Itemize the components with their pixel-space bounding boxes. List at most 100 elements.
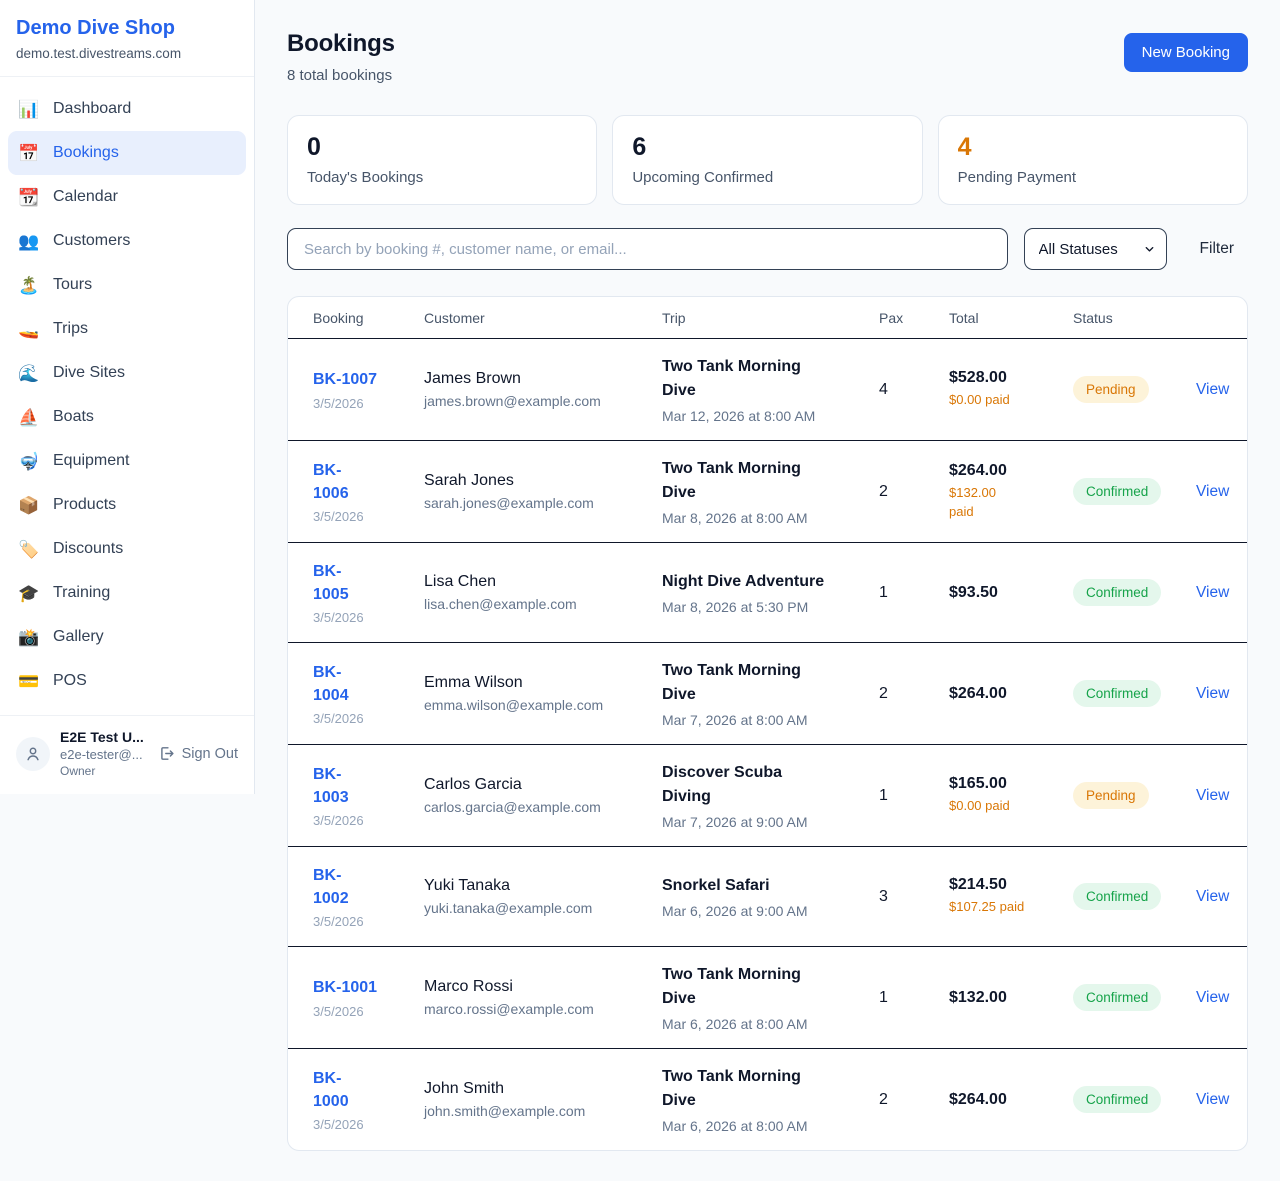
view-link[interactable]: View [1196, 1090, 1230, 1108]
equipment-icon: 🤿 [18, 451, 40, 471]
col-header-pax: Pax [879, 309, 904, 326]
booking-id-link[interactable]: BK- 1004 [313, 663, 349, 704]
trips-icon: 🚤 [18, 319, 40, 339]
calendar-icon: 📆 [18, 187, 40, 207]
sidebar-item-label: Boats [53, 408, 94, 425]
sidebar-item-label: Gallery [53, 628, 104, 645]
customers-icon: 👥 [18, 231, 40, 251]
view-link[interactable]: View [1196, 482, 1230, 500]
customer-name: James Brown [424, 370, 521, 387]
stats-cards: 0 Today's Bookings 6 Upcoming Confirmed … [287, 115, 1248, 205]
pax-count: 2 [879, 684, 888, 702]
user-info: E2E Test U... e2e-tester@... Owner [60, 729, 148, 778]
status-select[interactable]: All Statuses [1023, 228, 1167, 270]
stat-value: 4 [957, 133, 972, 161]
col-header-customer: Customer [424, 309, 485, 326]
page-subtitle: 8 total bookings [287, 67, 393, 84]
booking-id-link[interactable]: BK-1007 [313, 371, 378, 389]
status-select-wrap: All Statuses [1023, 228, 1167, 270]
customer-email: sarah.jones@example.com [424, 495, 594, 511]
trip-datetime: Mar 8, 2026 at 8:00 AM [662, 510, 808, 526]
stat-card: 4 Pending Payment [937, 115, 1248, 205]
filter-button[interactable]: Filter [1199, 240, 1234, 257]
trip-datetime: Mar 8, 2026 at 5:30 PM [662, 599, 809, 615]
col-header-booking: Booking [313, 309, 364, 326]
dashboard-icon: 📊 [18, 99, 40, 119]
pax-count: 2 [879, 1090, 888, 1108]
table-row: BK- 1003 3/5/2026 Carlos Garcia carlos.g… [288, 744, 1247, 846]
booking-date: 3/5/2026 [313, 395, 364, 411]
booking-id-link[interactable]: BK- 1006 [313, 461, 349, 502]
booking-id-link[interactable]: BK- 1000 [313, 1069, 349, 1110]
avatar [16, 736, 50, 771]
paid-amount: $0.00 paid [949, 392, 1010, 408]
view-link[interactable]: View [1196, 988, 1230, 1006]
sidebar-item-calendar[interactable]: 📆 Calendar [8, 175, 246, 219]
trip-name: Snorkel Safari [662, 877, 770, 894]
trip-name: Two Tank Morning Dive [662, 358, 801, 399]
table-row: BK-1007 3/5/2026 James Brown james.brown… [288, 339, 1247, 440]
booking-id-link[interactable]: BK- 1003 [313, 765, 349, 806]
sidebar-item-bookings[interactable]: 📅 Bookings [8, 131, 246, 175]
search-input[interactable] [287, 228, 1008, 270]
trip-name: Two Tank Morning Dive [662, 966, 801, 1007]
new-booking-button[interactable]: New Booking [1123, 33, 1248, 72]
sidebar-item-label: Discounts [53, 540, 124, 557]
sidebar-item-trips[interactable]: 🚤 Trips [8, 307, 246, 351]
booking-id-link[interactable]: BK- 1002 [313, 866, 349, 907]
total-amount: $264.00 [949, 684, 1007, 702]
customer-name: Emma Wilson [424, 674, 523, 691]
total-amount: $165.00 [949, 775, 1007, 793]
customer-email: lisa.chen@example.com [424, 596, 577, 612]
sidebar-item-products[interactable]: 📦 Products [8, 483, 246, 527]
trip-name: Two Tank Morning Dive [662, 460, 801, 501]
customer-email: john.smith@example.com [424, 1103, 586, 1119]
customer-name: Marco Rossi [424, 978, 513, 995]
pax-count: 4 [879, 380, 888, 398]
trip-name: Two Tank Morning Dive [662, 662, 801, 703]
sidebar-item-customers[interactable]: 👥 Customers [8, 219, 246, 263]
booking-date: 3/5/2026 [313, 813, 364, 829]
view-link[interactable]: View [1196, 887, 1230, 905]
bookings-table: Booking Customer Trip Pax Total Status B… [287, 296, 1248, 1151]
sidebar-item-tours[interactable]: 🏝️ Tours [8, 263, 246, 307]
total-amount: $132.00 [949, 988, 1007, 1006]
trip-datetime: Mar 7, 2026 at 9:00 AM [662, 814, 808, 830]
table-header-row: Booking Customer Trip Pax Total Status [288, 297, 1247, 339]
sign-out-button[interactable]: Sign Out [158, 745, 238, 762]
view-link[interactable]: View [1196, 583, 1230, 601]
sidebar-item-dashboard[interactable]: 📊 Dashboard [8, 87, 246, 131]
status-badge: Confirmed [1073, 680, 1162, 707]
stat-value: 0 [307, 133, 321, 161]
booking-date: 3/5/2026 [313, 711, 364, 727]
customer-email: marco.rossi@example.com [424, 1001, 594, 1017]
view-link[interactable]: View [1196, 380, 1230, 398]
main-content: Bookings 8 total bookings New Booking 0 … [255, 0, 1280, 1181]
tours-icon: 🏝️ [18, 275, 40, 295]
view-link[interactable]: View [1196, 684, 1230, 702]
customer-name: John Smith [424, 1080, 505, 1097]
booking-date: 3/5/2026 [313, 914, 364, 930]
user-role: Owner [60, 764, 96, 778]
booking-id-link[interactable]: BK- 1005 [313, 562, 349, 603]
sidebar-user-footer: E2E Test U... e2e-tester@... Owner Sign … [0, 715, 254, 794]
total-amount: $264.00 [949, 1090, 1007, 1108]
sidebar-item-pos[interactable]: 💳 POS [8, 659, 246, 703]
sidebar-item-label: Equipment [53, 452, 130, 469]
sidebar-item-dive-sites[interactable]: 🌊 Dive Sites [8, 351, 246, 395]
sidebar-item-equipment[interactable]: 🤿 Equipment [8, 439, 246, 483]
user-name: E2E Test U... [60, 729, 144, 745]
sidebar-item-training[interactable]: 🎓 Training [8, 571, 246, 615]
pax-count: 1 [879, 583, 888, 601]
sidebar-item-discounts[interactable]: 🏷️ Discounts [8, 527, 246, 571]
table-row: BK- 1002 3/5/2026 Yuki Tanaka yuki.tanak… [288, 846, 1247, 946]
sidebar-item-boats[interactable]: ⛵ Boats [8, 395, 246, 439]
view-link[interactable]: View [1196, 786, 1230, 804]
booking-id-link[interactable]: BK-1001 [313, 979, 378, 997]
total-amount: $528.00 [949, 369, 1007, 387]
customer-email: emma.wilson@example.com [424, 697, 604, 713]
status-badge: Confirmed [1073, 579, 1162, 606]
sidebar-item-gallery[interactable]: 📸 Gallery [8, 615, 246, 659]
table-row: BK- 1004 3/5/2026 Emma Wilson emma.wilso… [288, 642, 1247, 744]
sidebar-item-label: Tours [53, 276, 93, 293]
